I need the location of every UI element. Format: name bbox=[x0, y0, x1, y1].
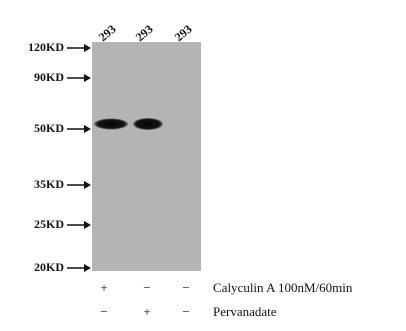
marker-label: 50KD bbox=[34, 121, 64, 135]
marker-label: 20KD bbox=[34, 260, 64, 274]
marker-arrowhead bbox=[84, 74, 91, 82]
marker-arrowhead bbox=[84, 125, 91, 133]
marker-label: 90KD bbox=[34, 70, 64, 84]
gel-membrane bbox=[92, 42, 201, 271]
treatment-label: Pervanadate bbox=[213, 304, 277, 319]
marker-ladder: 120KD 90KD 50KD 35KD 25KD 20KD bbox=[28, 40, 91, 274]
protein-band bbox=[94, 119, 128, 130]
treatment-sign: − bbox=[182, 280, 189, 295]
lane-label: 293 bbox=[172, 22, 195, 44]
marker-label: 25KD bbox=[34, 217, 64, 231]
treatment-sign: + bbox=[100, 280, 107, 295]
treatment-label: Calyculin A 100nM/60min bbox=[213, 280, 353, 295]
treatment-sign: − bbox=[100, 304, 107, 319]
lane-label: 293 bbox=[96, 22, 119, 44]
marker-label: 35KD bbox=[34, 177, 64, 191]
marker-arrowhead bbox=[84, 181, 91, 189]
blot-figure: 293 293 293 120KD90KD50KD35KD25KD20KD + … bbox=[0, 0, 406, 331]
treatment-sign: − bbox=[143, 280, 150, 295]
protein-band bbox=[133, 118, 163, 130]
treatment-sign: − bbox=[182, 304, 189, 319]
marker-arrowhead bbox=[84, 264, 91, 272]
treatment-sign: + bbox=[143, 304, 150, 319]
lane-label: 293 bbox=[133, 22, 156, 44]
marker-arrowhead bbox=[84, 44, 91, 52]
marker-arrowhead bbox=[84, 221, 91, 229]
marker-label: 120KD bbox=[28, 40, 64, 54]
